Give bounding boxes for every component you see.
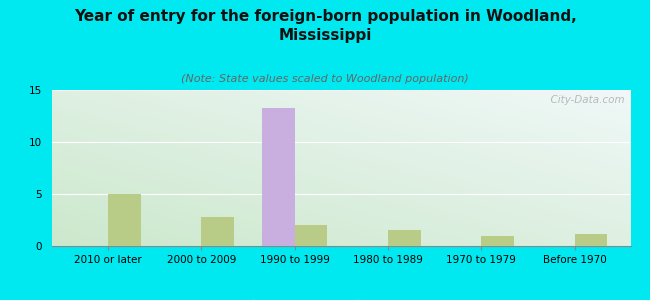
Legend: Woodland, Mississippi: Woodland, Mississippi (236, 296, 447, 300)
Bar (294, 225, 327, 246)
Bar (481, 236, 514, 246)
Bar (108, 194, 140, 246)
Bar (262, 108, 294, 246)
Text: (Note: State values scaled to Woodland population): (Note: State values scaled to Woodland p… (181, 74, 469, 83)
Text: City-Data.com: City-Data.com (544, 95, 625, 105)
Text: Year of entry for the foreign-born population in Woodland,
Mississippi: Year of entry for the foreign-born popul… (73, 9, 577, 43)
Bar (388, 230, 421, 246)
Bar (202, 217, 234, 246)
Bar (575, 233, 607, 246)
